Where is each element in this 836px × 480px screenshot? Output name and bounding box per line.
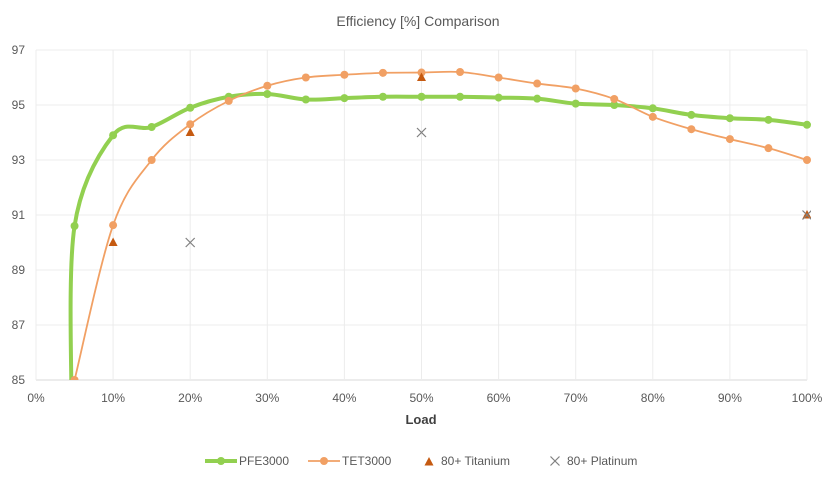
data-point-pfe3000 — [340, 94, 349, 103]
x-tick-label: 80% — [641, 391, 665, 405]
data-point-80-platinum — [802, 210, 811, 220]
x-tick-label: 40% — [332, 391, 356, 405]
data-point-pfe3000 — [687, 110, 696, 119]
data-point-tet3000 — [378, 68, 387, 77]
series-line-pfe3000 — [68, 91, 809, 380]
x-axis-title: Load — [405, 412, 436, 427]
data-point-tet3000 — [147, 156, 156, 164]
data-point-pfe3000 — [803, 120, 811, 129]
y-tick-label: 97 — [12, 43, 26, 57]
data-point-pfe3000 — [725, 114, 734, 123]
data-point-pfe3000 — [263, 90, 272, 98]
y-tick-label: 91 — [12, 208, 26, 222]
data-point-tet3000 — [340, 70, 349, 79]
data-point-tet3000 — [70, 376, 79, 380]
legend-item-80-titanium: 80+ Titanium — [424, 454, 510, 468]
y-tick-label: 95 — [12, 98, 26, 112]
legend-label: TET3000 — [342, 454, 392, 468]
data-point-80-platinum — [185, 237, 196, 248]
legend-item-tet3000: TET3000 — [308, 454, 392, 468]
data-point-tet3000 — [648, 112, 657, 121]
data-point-pfe3000 — [648, 104, 657, 113]
x-tick-label: 50% — [409, 391, 433, 405]
data-point-pfe3000 — [147, 123, 156, 131]
x-mark-stroke — [802, 210, 811, 220]
x-tick-label: 70% — [564, 391, 588, 405]
data-point-pfe3000 — [301, 95, 310, 104]
y-tick-label: 87 — [12, 318, 26, 332]
x-tick-label: 30% — [255, 391, 279, 405]
data-point-tet3000 — [803, 156, 811, 164]
data-point-pfe3000 — [494, 93, 503, 102]
data-point-tet3000 — [687, 125, 696, 134]
x-mark-stroke — [185, 237, 196, 248]
data-point-pfe3000 — [70, 222, 79, 230]
legend-x-icon — [550, 456, 560, 466]
series-tet3000 — [70, 68, 811, 380]
data-point-tet3000 — [456, 68, 465, 76]
data-point-tet3000 — [571, 84, 580, 93]
legend-item-pfe3000: PFE3000 — [205, 454, 289, 468]
y-tick-label: 89 — [12, 263, 26, 277]
data-point-tet3000 — [263, 81, 272, 90]
x-tick-label: 60% — [487, 391, 511, 405]
data-point-tet3000 — [109, 221, 118, 230]
data-point-tet3000 — [533, 79, 542, 88]
legend-marker-swatch — [217, 457, 225, 465]
data-point-80-titanium — [185, 127, 195, 136]
x-mark-stroke — [416, 127, 427, 138]
y-tick-label: 93 — [12, 153, 26, 167]
x-tick-label: 10% — [101, 391, 125, 405]
data-point-pfe3000 — [109, 131, 118, 140]
legend-label: 80+ Titanium — [441, 454, 510, 468]
chart-title: Efficiency [%] Comparison — [336, 13, 499, 29]
legend-marker-swatch — [320, 457, 328, 465]
series-line-tet3000 — [73, 70, 808, 380]
data-point-tet3000 — [725, 135, 734, 144]
x-tick-label: 90% — [718, 391, 742, 405]
data-point-tet3000 — [610, 94, 619, 103]
legend-triangle-icon — [424, 457, 434, 466]
data-point-pfe3000 — [610, 101, 619, 109]
legend: PFE3000 TET3000 80+ Titanium 80+ Platinum — [205, 454, 637, 468]
data-point-tet3000 — [186, 120, 195, 129]
x-mark-stroke — [550, 456, 560, 466]
x-tick-label: 100% — [792, 391, 823, 405]
x-tick-label: 0% — [27, 391, 45, 405]
data-point-pfe3000 — [533, 94, 542, 103]
y-tick-label: 85 — [12, 373, 26, 387]
data-point-pfe3000 — [417, 92, 426, 101]
data-point-80-platinum — [416, 127, 427, 138]
plot-series — [68, 68, 811, 380]
x-axis-ticks: 0% 10% 20% 30% 40% 50% 60% 70% 80% 90% 100% — [27, 391, 822, 405]
data-point-pfe3000 — [764, 115, 773, 124]
legend-label: 80+ Platinum — [567, 454, 637, 468]
data-point-pfe3000 — [571, 99, 580, 108]
data-point-pfe3000 — [186, 103, 195, 112]
y-axis-ticks: 85 87 89 91 93 95 97 — [12, 43, 26, 387]
data-point-tet3000 — [494, 73, 503, 82]
data-point-80-titanium — [417, 72, 426, 81]
x-tick-label: 20% — [178, 391, 202, 405]
data-point-tet3000 — [224, 96, 233, 105]
gridlines — [35, 49, 808, 381]
data-point-pfe3000 — [456, 92, 465, 101]
data-point-tet3000 — [764, 144, 773, 153]
legend-label: PFE3000 — [239, 454, 289, 468]
series-80-platinum — [185, 127, 811, 248]
data-point-pfe3000 — [378, 92, 387, 101]
legend-item-80-platinum: 80+ Platinum — [550, 454, 637, 468]
data-point-80-titanium — [108, 237, 118, 246]
data-point-tet3000 — [301, 73, 310, 82]
